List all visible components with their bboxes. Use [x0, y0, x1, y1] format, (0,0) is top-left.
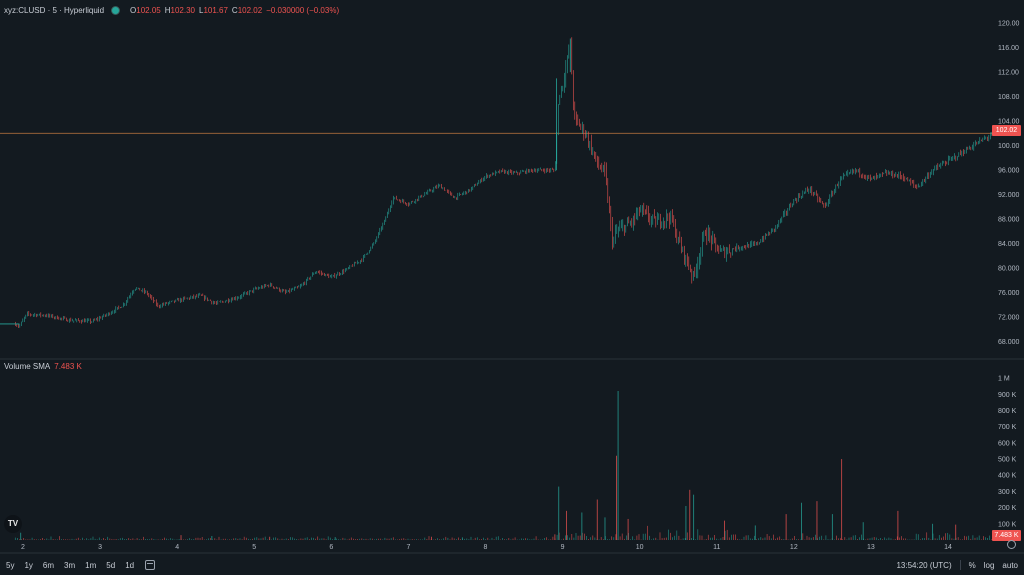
last-price-tag: 102.02 [992, 125, 1021, 136]
time-axis-tick: 12 [790, 544, 798, 551]
volume-axis-tick: 300 K [998, 489, 1017, 496]
time-axis-tick: 7 [406, 544, 410, 551]
price-axis-tick: 108.00 [998, 94, 1020, 101]
time-axis-tick: 14 [944, 544, 952, 551]
range-1y-button[interactable]: 1y [24, 560, 33, 570]
volume-axis-tick: 500 K [998, 457, 1017, 464]
market-status-icon[interactable] [111, 5, 121, 15]
volume-axis-tick: 1 M [998, 376, 1010, 383]
volume-legend-label: Volume SMA [4, 362, 51, 371]
open-value: 102.05 [136, 5, 161, 15]
percent-toggle[interactable]: % [968, 560, 976, 570]
volume-legend[interactable]: Volume SMA 7.483 K [4, 362, 82, 371]
calendar-icon[interactable] [145, 560, 156, 570]
volume-axis-tick: 900 K [998, 392, 1017, 399]
high-value: 102.30 [170, 5, 195, 15]
range-1d-button[interactable]: 1d [125, 560, 135, 570]
time-axis-tick: 5 [252, 544, 256, 551]
time-axis-tick: 13 [867, 544, 875, 551]
close-label: C [231, 5, 238, 15]
range-3m-button[interactable]: 3m [64, 560, 76, 570]
low-value: 101.67 [203, 5, 228, 15]
price-axis-tick: 76.000 [998, 290, 1020, 297]
range-6m-button[interactable]: 6m [42, 560, 55, 570]
price-axis-tick: 100.00 [998, 143, 1020, 150]
log-toggle[interactable]: log [983, 560, 995, 570]
price-axis-tick: 68.000 [998, 339, 1020, 346]
time-axis-tick: 6 [329, 544, 333, 551]
high-label: H [164, 5, 171, 15]
utc-clock[interactable]: 13:54:20 (UTC) [896, 560, 952, 570]
open-label: O [130, 5, 137, 15]
range-5y-button[interactable]: 5y [6, 560, 15, 570]
time-axis-tick: 9 [561, 544, 565, 551]
volume-axis-tick: 200 K [998, 505, 1017, 512]
price-axis-tick: 92.000 [998, 192, 1020, 199]
price-axis-tick: 72.000 [998, 315, 1020, 322]
volume-legend-value: 7.483 K [54, 362, 82, 371]
symbol-title[interactable]: xyz:CLUSD · 5 · Hyperliquid [4, 5, 105, 15]
price-axis-tick: 120.00 [998, 21, 1020, 28]
price-axis-tick: 104.00 [998, 119, 1020, 126]
price-axis-tick: 96.000 [998, 168, 1020, 175]
toolbar-separator [959, 560, 961, 570]
volume-axis-tick: 700 K [998, 424, 1017, 431]
price-axis-tick: 112.00 [998, 70, 1019, 77]
price-axis-tick: 88.000 [998, 217, 1020, 224]
volume-value-tag: 7.483 K [992, 530, 1021, 541]
price-axis-tick: 80.000 [998, 266, 1020, 273]
auto-toggle[interactable]: auto [1002, 560, 1018, 570]
close-value: 102.02 [237, 5, 263, 15]
price-axis-tick: 116.00 [998, 45, 1019, 52]
range-1m-button[interactable]: 1m [85, 560, 97, 570]
time-axis-tick: 11 [713, 544, 720, 551]
time-axis-tick: 10 [636, 544, 644, 551]
low-label: L [198, 5, 204, 15]
time-axis-tick: 8 [484, 544, 488, 551]
symbol-legend: xyz:CLUSD · 5 · Hyperliquid O 102.05 H 102… [4, 2, 339, 18]
bottom-right-tools: 13:54:20 (UTC) % log auto [896, 555, 1018, 575]
bottom-toolbar: 5y 1y 6m 3m 1m 5d 1d 13:54:20 (UTC) % lo… [0, 555, 1024, 575]
volume-axis-tick: 600 K [998, 440, 1017, 447]
price-axis-tick: 84.000 [998, 241, 1020, 248]
range-5d-button[interactable]: 5d [106, 560, 116, 570]
time-axis-tick: 4 [175, 544, 179, 551]
gear-icon[interactable] [1007, 540, 1016, 549]
tradingview-logo[interactable]: TV [4, 515, 22, 533]
volume-axis-tick: 800 K [998, 408, 1017, 415]
volume-axis-tick: 100 K [998, 521, 1017, 528]
time-axis-tick: 2 [21, 544, 25, 551]
change-value: −0.030000 (−0.03%) [266, 5, 340, 15]
time-axis-tick: 3 [98, 544, 102, 551]
volume-axis-tick: 400 K [998, 473, 1017, 480]
